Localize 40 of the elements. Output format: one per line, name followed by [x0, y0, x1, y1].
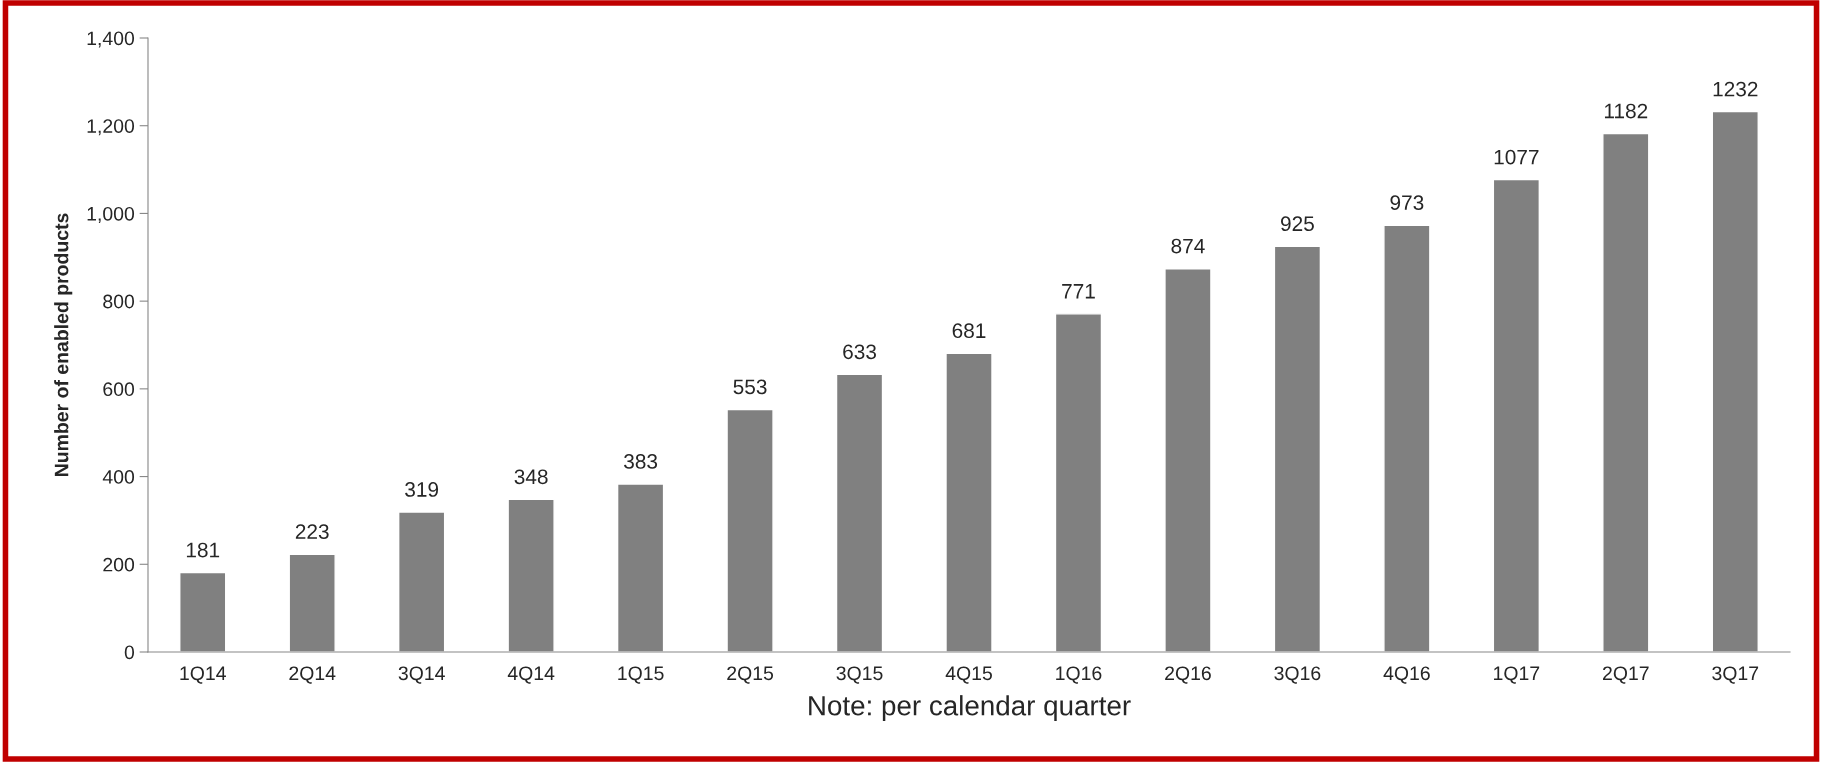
x-axis-title: Note: per calendar quarter — [809, 695, 1131, 722]
x-tick-label: 1Q16 — [1056, 666, 1102, 684]
x-tick-label: 3Q15 — [836, 666, 883, 684]
data-label: 1077 — [1494, 149, 1539, 165]
y-tick-label: 600 — [103, 382, 135, 397]
data-label: 348 — [514, 469, 548, 485]
data-label: 383 — [624, 454, 658, 469]
data-label: 925 — [1281, 216, 1314, 232]
data-label: 1232 — [1713, 81, 1758, 97]
y-tick-label: 800 — [103, 294, 135, 309]
x-tick-label: 4Q14 — [507, 666, 555, 684]
x-tick-label: 1Q14 — [180, 666, 226, 684]
x-tick-label: 3Q17 — [1712, 666, 1759, 684]
data-label: 319 — [405, 482, 439, 497]
data-label: 681 — [952, 323, 986, 339]
y-tick-label: 1,000 — [87, 206, 135, 223]
x-tick-label: 1Q15 — [618, 666, 664, 684]
x-tick-label: 1Q17 — [1494, 666, 1540, 684]
y-tick-label: 1,400 — [87, 31, 135, 48]
y-tick-label: 400 — [102, 470, 135, 484]
y-tick-label: 0 — [124, 645, 135, 660]
data-label: 874 — [1171, 238, 1205, 254]
x-tick-label: 2Q17 — [1603, 666, 1649, 684]
x-tick-label: 2Q15 — [727, 666, 774, 684]
data-label: 973 — [1390, 195, 1424, 211]
data-label: 771 — [1062, 284, 1095, 299]
x-tick-label: 3Q14 — [398, 666, 445, 684]
y-axis-title: Number of enabled products — [54, 213, 73, 477]
x-tick-label: 3Q16 — [1274, 666, 1321, 684]
y-tick-label: 1,200 — [87, 119, 135, 136]
y-tick-label: 200 — [103, 557, 135, 572]
x-tick-label: 2Q16 — [1165, 666, 1211, 684]
data-label: 1182 — [1604, 103, 1648, 119]
data-label: 553 — [733, 379, 767, 395]
x-tick-label: 4Q15 — [945, 666, 992, 684]
x-tick-label: 4Q16 — [1383, 666, 1430, 684]
x-tick-label: 2Q14 — [289, 666, 336, 684]
data-label: 633 — [843, 344, 876, 360]
data-label: 181 — [186, 542, 220, 558]
data-label: 223 — [295, 524, 329, 539]
